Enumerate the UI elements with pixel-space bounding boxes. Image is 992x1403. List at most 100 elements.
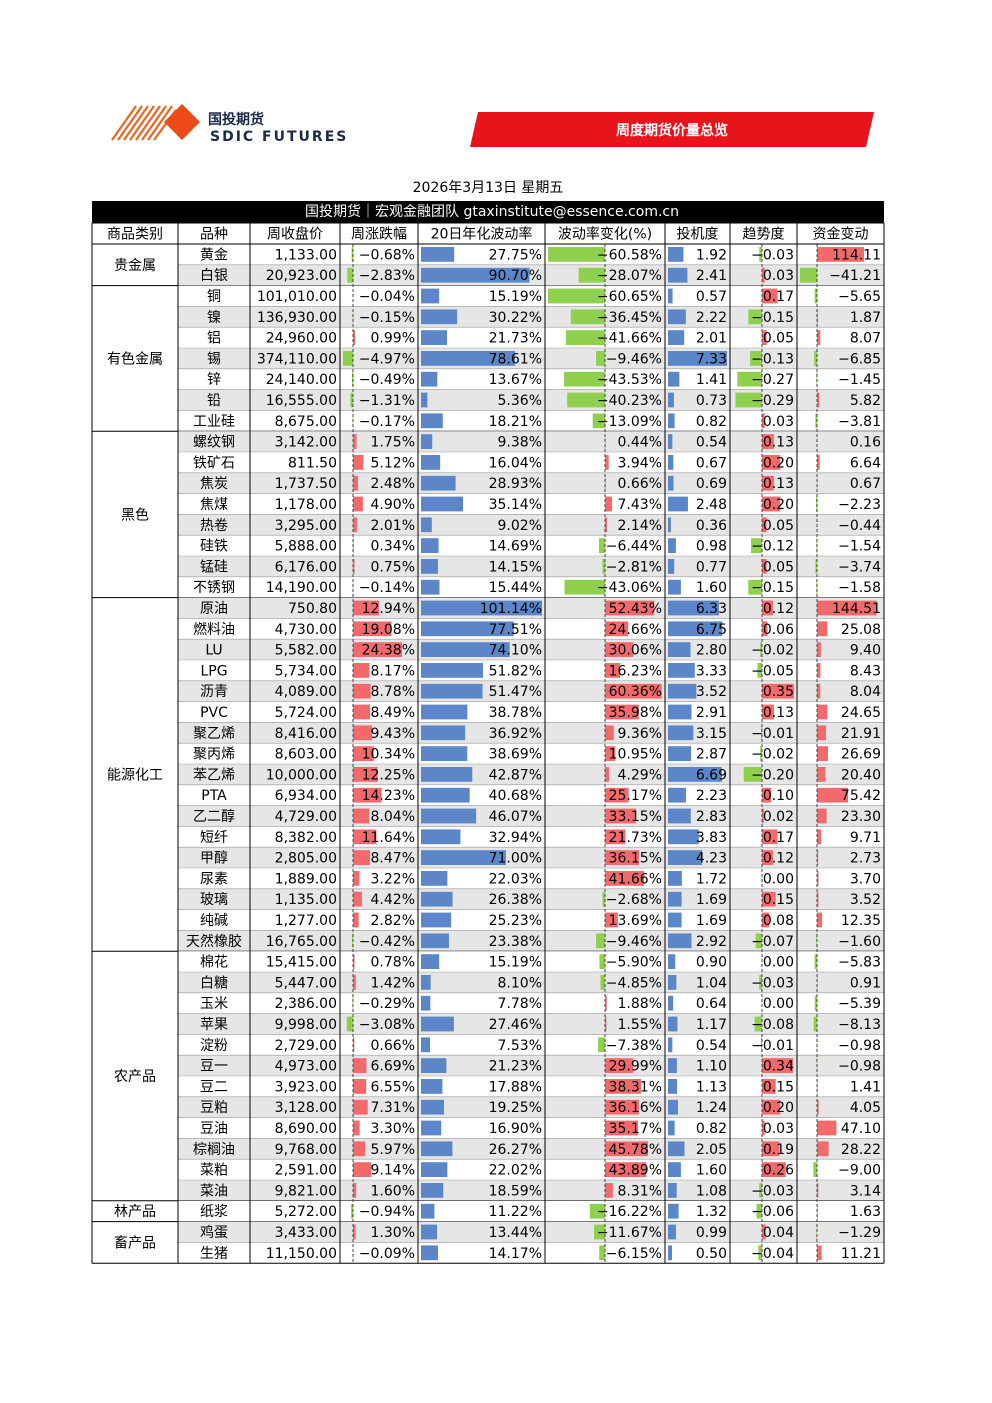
cell-value: −0.15 xyxy=(751,580,794,596)
cell-value: 1.17 xyxy=(696,1017,727,1033)
cell-value: −6.85 xyxy=(838,351,881,367)
logo: 国投期货 SDIC FUTURES xyxy=(111,104,346,145)
cell-value: 0.15 xyxy=(763,1079,794,1095)
column-header: 波动率变化(%) xyxy=(558,226,652,243)
cell-value: 14.17% xyxy=(489,1246,542,1262)
data-bar xyxy=(421,1099,445,1115)
variety: 短纤 xyxy=(200,830,228,846)
data-bar xyxy=(353,1120,360,1136)
cell-value: −0.07 xyxy=(751,934,794,950)
data-bar xyxy=(735,392,762,408)
variety: 纯碱 xyxy=(200,913,228,929)
variety: LPG xyxy=(200,663,227,679)
data-bar xyxy=(668,829,699,845)
cell-value: 3.94% xyxy=(618,455,662,471)
data-bar xyxy=(668,309,686,325)
data-bar xyxy=(605,1016,607,1032)
data-bar xyxy=(668,1141,685,1157)
data-bar xyxy=(548,247,605,262)
cell-value: 3.70 xyxy=(850,871,881,887)
cell-value: 8.31% xyxy=(618,1183,662,1199)
cell-value: 0.98 xyxy=(696,539,727,555)
cell-value: 0.34 xyxy=(763,1059,794,1075)
cell-value: 5,447.00 xyxy=(275,975,337,991)
variety: 棉花 xyxy=(200,954,228,971)
cell-value: −0.04 xyxy=(751,1246,794,1262)
data-bar xyxy=(760,746,762,761)
data-bar xyxy=(817,600,877,616)
variety: 白银 xyxy=(200,268,228,284)
banner xyxy=(470,112,874,147)
cell-value: 0.20 xyxy=(763,1100,794,1116)
cell-value: −0.06 xyxy=(751,1204,794,1220)
variety: 焦煤 xyxy=(200,497,228,513)
data-bar xyxy=(605,995,607,1011)
cell-value: 0.75% xyxy=(371,559,415,575)
cell-value: 0.05 xyxy=(763,518,794,534)
data-bar xyxy=(605,746,616,761)
cell-value: −60.65% xyxy=(597,289,662,305)
cell-value: −0.98 xyxy=(838,1038,881,1054)
data-bar xyxy=(605,725,614,741)
cell-value: 78.61% xyxy=(489,351,542,367)
cell-value: 46.07% xyxy=(489,809,542,825)
variety: 鸡蛋 xyxy=(200,1224,228,1241)
cell-value: −2.81% xyxy=(606,559,662,575)
cell-value: 0.35 xyxy=(763,684,794,700)
cell-value: 1.42% xyxy=(371,975,415,991)
cell-value: 16.23% xyxy=(609,663,662,679)
column-header: 商品类别 xyxy=(107,227,163,243)
variety: 聚乙烯 xyxy=(193,726,235,742)
cell-value: 1,178.00 xyxy=(275,497,337,513)
cell-value: 0.36 xyxy=(696,518,727,534)
cell-value: 0.99% xyxy=(371,331,415,347)
data-bar xyxy=(668,850,703,865)
cell-value: 5,272.00 xyxy=(275,1204,337,1220)
data-bar xyxy=(353,642,403,657)
cell-value: 6.33 xyxy=(696,601,727,617)
cell-value: 10.34% xyxy=(362,747,415,763)
data-bar xyxy=(605,1099,639,1115)
cell-value: 0.04 xyxy=(763,1225,794,1241)
data-bar xyxy=(817,725,827,741)
cell-value: 5.97% xyxy=(371,1142,415,1158)
cell-value: 0.26 xyxy=(763,1163,794,1179)
cell-value: 28.93% xyxy=(489,476,542,492)
cell-value: 0.08 xyxy=(763,913,794,929)
column-header: 品种 xyxy=(200,227,228,243)
cell-value: 1.87 xyxy=(850,310,881,326)
data-bar xyxy=(762,517,767,533)
cell-value: 1.10 xyxy=(696,1059,727,1075)
data-bar xyxy=(817,829,822,845)
cell-value: 3.15 xyxy=(696,726,727,742)
data-bar xyxy=(668,371,680,387)
cell-value: 0.12 xyxy=(763,601,794,617)
data-bar xyxy=(817,912,823,928)
data-bar xyxy=(596,933,605,949)
cell-value: −8.13 xyxy=(838,1017,881,1033)
data-bar xyxy=(421,1058,447,1073)
data-bar xyxy=(564,371,605,387)
cell-value: 2.05 xyxy=(696,1142,727,1158)
cell-value: 1.32 xyxy=(696,1204,727,1220)
cell-value: 77.51% xyxy=(489,622,542,638)
cell-value: 9,768.00 xyxy=(275,1142,337,1158)
variety: 乙二醇 xyxy=(193,808,235,825)
variety: 豆二 xyxy=(200,1079,228,1095)
data-bar xyxy=(589,1203,605,1219)
cell-value: 2.41 xyxy=(696,268,727,284)
data-bar xyxy=(596,351,605,366)
variety: 苹果 xyxy=(200,1017,228,1033)
data-bar xyxy=(421,621,514,637)
data-bar xyxy=(421,912,452,928)
cell-value: 5,734.00 xyxy=(275,663,337,679)
cell-value: 2.83 xyxy=(696,809,727,825)
cell-value: 750.80 xyxy=(288,601,337,617)
data-bar xyxy=(668,413,675,429)
data-bar xyxy=(564,579,605,595)
data-bar xyxy=(421,392,428,408)
logo-cn: 国投期货 xyxy=(208,111,264,128)
data-bar xyxy=(353,704,371,720)
data-bar xyxy=(421,247,455,262)
cell-value: 2.80 xyxy=(696,643,727,659)
